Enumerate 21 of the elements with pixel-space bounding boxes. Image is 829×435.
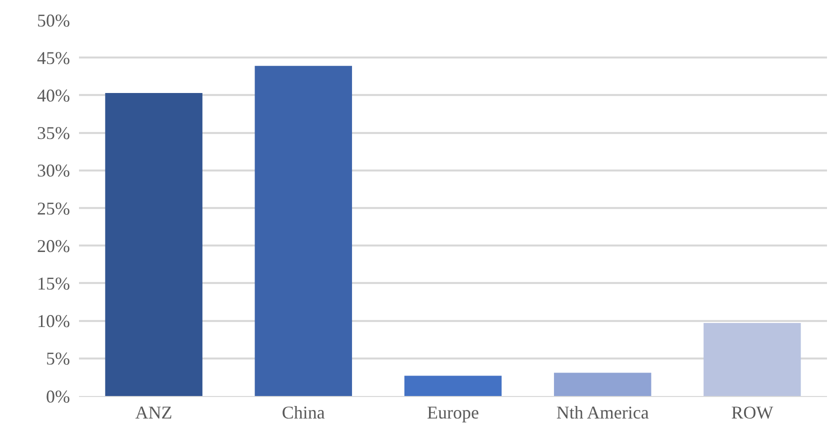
y-tick-label: 25% <box>37 198 70 218</box>
y-tick-label: 0% <box>46 386 70 406</box>
y-tick-label: 30% <box>37 160 70 181</box>
x-tick-label: China <box>282 402 325 423</box>
y-tick-label: 15% <box>37 274 70 294</box>
y-tick-label: 50% <box>37 10 70 30</box>
y-tick-label: 40% <box>37 86 70 106</box>
bar <box>704 323 801 396</box>
bar <box>105 92 202 396</box>
y-tick-label: 35% <box>37 123 70 144</box>
x-tick-label: Europe <box>427 402 479 423</box>
y-tick-label: 5% <box>46 348 70 369</box>
x-tick-label: Nth America <box>556 402 649 423</box>
y-tick-label: 20% <box>37 236 70 256</box>
y-tick-label: 10% <box>37 311 70 332</box>
x-tick-label: ANZ <box>135 402 172 423</box>
bar <box>254 66 352 396</box>
x-tick-label: ROW <box>731 402 774 423</box>
y-tick-label: 45% <box>37 48 70 68</box>
bar <box>554 372 652 396</box>
bar <box>404 376 502 396</box>
